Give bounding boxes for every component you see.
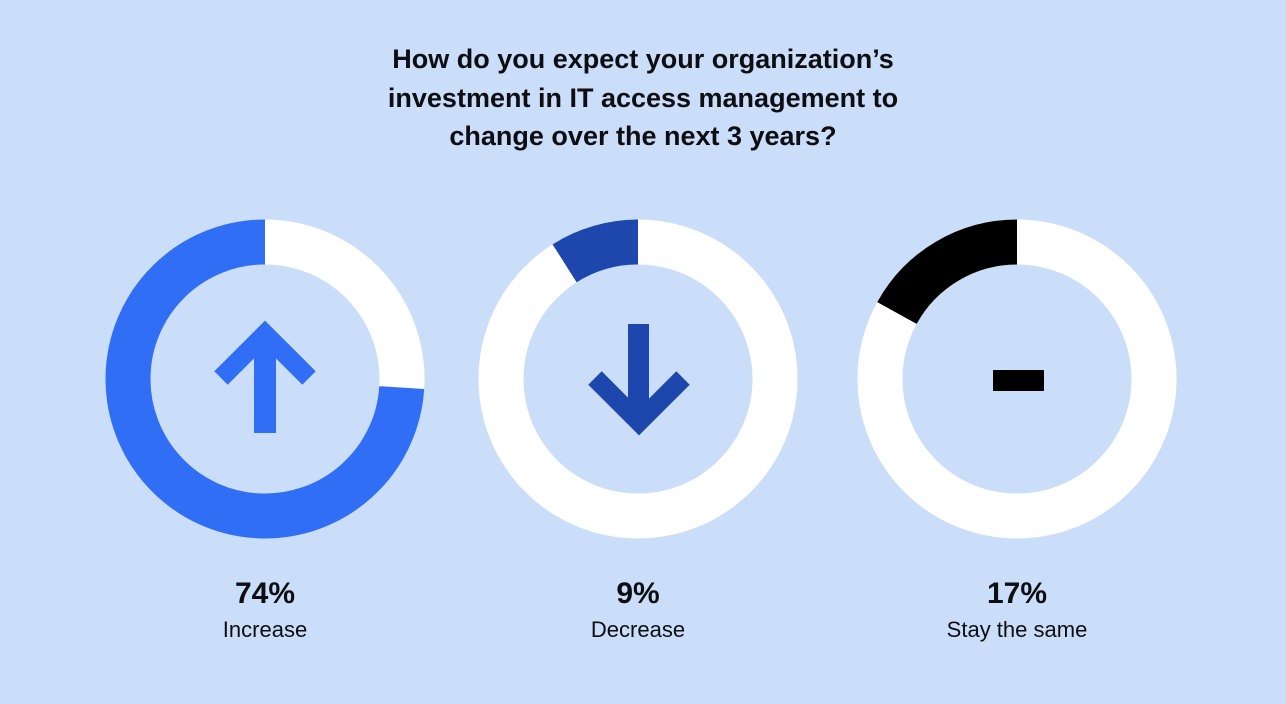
donut-decrease xyxy=(478,219,798,539)
donut-stay-the-same xyxy=(857,219,1177,539)
value-label-increase: 74% xyxy=(234,577,296,610)
value-label-stay-the-same: 17% xyxy=(986,577,1048,610)
category-label-increase: Increase xyxy=(222,617,308,642)
chart-title: How do you expect your organization’s in… xyxy=(0,40,1286,156)
value-label-decrease: 9% xyxy=(616,577,660,610)
donut-decrease-slice xyxy=(552,219,639,283)
chart-title-line-3: change over the next 3 years? xyxy=(449,121,837,151)
chart-title-line-1: How do you expect your organization’s xyxy=(392,44,894,74)
chart-title-line-2: investment in IT access management to xyxy=(387,82,899,113)
category-label-stay-the-same: Stay the same xyxy=(946,617,1088,642)
category-label-decrease: Decrease xyxy=(590,617,686,642)
donut-increase xyxy=(105,219,425,539)
arrow-down-icon xyxy=(588,324,690,436)
arrow-up-icon xyxy=(214,320,316,433)
donut-increase-slice xyxy=(105,219,425,539)
minus-icon xyxy=(993,370,1044,391)
donut-stay-the-same-slice xyxy=(877,219,1018,325)
